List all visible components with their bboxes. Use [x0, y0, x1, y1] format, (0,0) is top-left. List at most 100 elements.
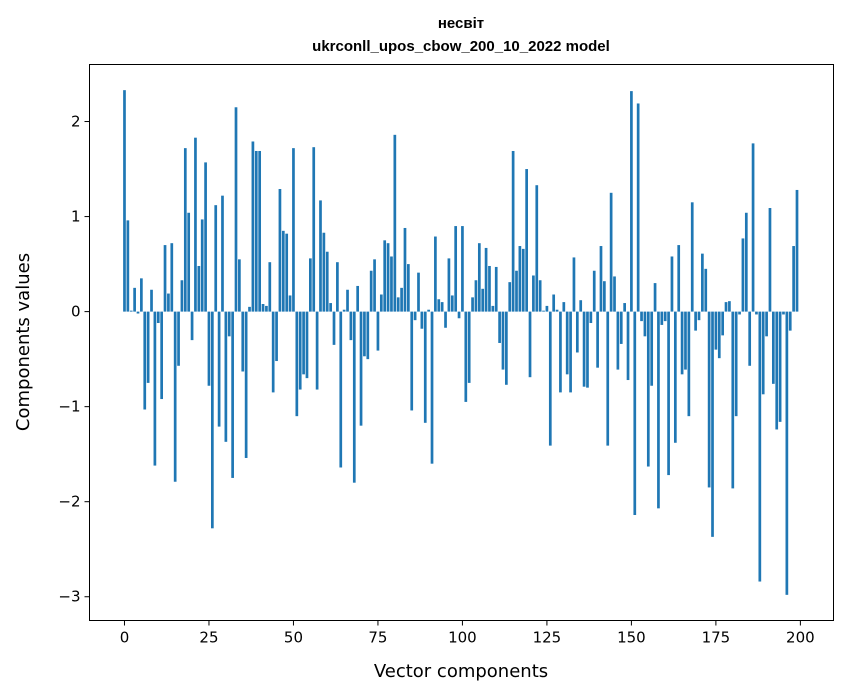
bar: [477, 243, 481, 312]
bar: [153, 311, 157, 466]
bar: [224, 311, 228, 442]
bar: [545, 305, 549, 312]
bar: [667, 311, 670, 476]
bar: [785, 311, 789, 595]
bar: [471, 297, 474, 312]
bar: [288, 295, 292, 312]
bar: [386, 243, 390, 312]
bar: [268, 262, 272, 312]
bar: [501, 311, 505, 370]
bar: [613, 276, 616, 312]
bar: [768, 208, 772, 312]
bar: [690, 202, 694, 312]
bar: [190, 311, 194, 341]
bar: [150, 289, 153, 312]
bar: [231, 311, 234, 478]
bar: [511, 150, 515, 312]
bar: [538, 280, 542, 312]
bar: [332, 311, 336, 345]
bar: [346, 289, 349, 312]
bar: [721, 311, 725, 336]
bar: [640, 311, 643, 322]
bar: [616, 311, 620, 370]
bar: [407, 264, 410, 312]
bar: [204, 162, 207, 312]
bar: [410, 311, 414, 411]
bar: [444, 311, 447, 328]
bar: [464, 311, 468, 402]
bar: [437, 299, 441, 312]
bar: [413, 311, 417, 321]
bar: [704, 268, 708, 312]
bar: [761, 311, 765, 395]
bar: [771, 311, 775, 384]
bar: [663, 311, 667, 322]
bar: [755, 311, 758, 315]
bar: [275, 311, 278, 362]
bar: [728, 301, 731, 312]
bar: [295, 311, 299, 417]
bar: [400, 287, 403, 312]
bar: [792, 246, 795, 312]
bar: [660, 311, 664, 325]
bar: [342, 309, 346, 312]
bar: [592, 270, 596, 312]
bar: [481, 288, 485, 312]
bar: [420, 311, 424, 329]
bar: [440, 302, 444, 312]
bar: [123, 90, 126, 312]
bar: [619, 311, 623, 344]
x-axis-ticks: 0 25 50 75 100 125 150 175 200: [120, 620, 815, 647]
bar: [383, 240, 387, 312]
bar: [302, 311, 305, 375]
bar: [684, 311, 687, 370]
bar: [227, 311, 231, 337]
bar: [305, 311, 309, 379]
bar: [187, 212, 191, 312]
bar: [673, 311, 677, 443]
bar: [532, 275, 535, 312]
y-axis-ticks: −3 −2 −1 0 1 2: [58, 113, 90, 606]
bar: [525, 169, 528, 312]
bar: [207, 311, 211, 386]
bar: [126, 220, 130, 312]
bar: [738, 311, 741, 315]
x-tick-label: 125: [533, 629, 562, 647]
bar: [214, 205, 218, 312]
bar: [505, 311, 508, 385]
bar: [542, 310, 545, 312]
bar: [711, 311, 714, 537]
bar: [484, 247, 488, 312]
bar: [163, 245, 167, 312]
bar: [782, 311, 785, 315]
bar: [734, 311, 738, 417]
bar: [194, 137, 197, 312]
bar: [508, 282, 512, 312]
x-tick-label: 0: [120, 629, 130, 647]
bar: [258, 150, 262, 312]
bar: [599, 246, 603, 312]
bar: [308, 258, 312, 312]
bar: [143, 311, 147, 410]
bar: [417, 272, 420, 312]
bar: [467, 311, 471, 383]
bar: [133, 287, 136, 312]
bar: [254, 150, 258, 312]
x-tick-label: 175: [702, 629, 731, 647]
bar: [626, 311, 630, 381]
bar: [724, 302, 728, 312]
bar: [366, 311, 370, 360]
bar: [234, 107, 238, 312]
bar: [748, 311, 752, 366]
bar: [376, 311, 380, 351]
y-tick-label: −1: [58, 398, 80, 416]
bar: [680, 311, 684, 375]
bar: [177, 311, 180, 366]
bar: [623, 303, 626, 312]
bar: [146, 311, 150, 383]
bar: [657, 311, 660, 509]
bar: [349, 311, 353, 341]
bar: [494, 266, 498, 312]
bar: [217, 311, 221, 427]
